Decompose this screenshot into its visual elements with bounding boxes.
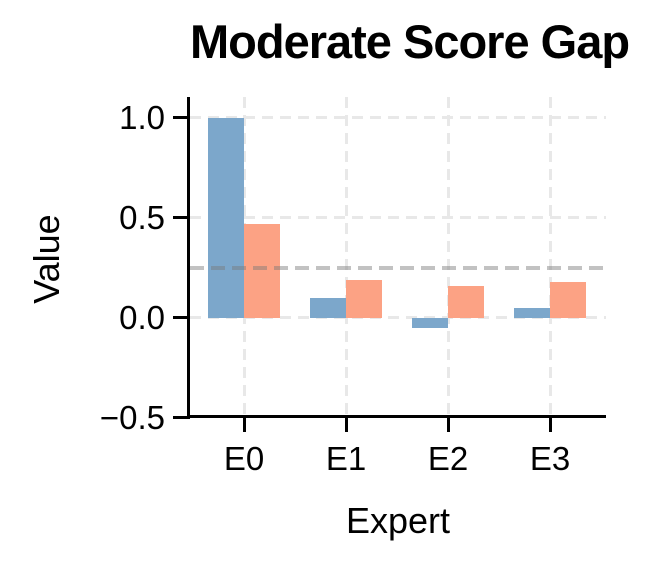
x-tick-mark	[548, 415, 552, 432]
bar-blue-E3	[514, 307, 550, 318]
y-tick-label: 0.5	[119, 198, 165, 236]
bar-blue-E1	[310, 297, 346, 318]
y-tick-label: 0.0	[119, 298, 165, 336]
x-tick-label: E2	[427, 440, 469, 477]
bar-orange-E0	[244, 223, 280, 318]
v-gridline	[344, 97, 348, 417]
y-tick-mark	[173, 116, 190, 119]
y-tick-mark	[173, 316, 190, 319]
x-tick-mark	[242, 415, 246, 432]
plot-area: 1.0 0.5 0.0 −0.5 E0 E1 E2 E3	[100, 97, 606, 477]
x-tick-label: E3	[529, 440, 571, 477]
x-tick-label: E1	[325, 440, 367, 477]
h-gridline	[190, 316, 606, 319]
bar-orange-E3	[550, 281, 586, 318]
chart-title: Moderate Score Gap	[190, 15, 630, 68]
h-gridline	[190, 116, 606, 119]
y-tick-label: 1.0	[119, 98, 165, 136]
v-gridline	[548, 97, 552, 417]
x-tick-label: E0	[223, 440, 265, 477]
v-gridline	[446, 97, 450, 417]
bar-orange-E2	[448, 285, 484, 318]
y-tick-label: −0.5	[99, 398, 165, 436]
h-gridline	[190, 216, 606, 219]
x-tick-mark	[446, 415, 450, 432]
bar-orange-E1	[346, 279, 382, 318]
y-axis-label: Value	[26, 214, 67, 304]
y-tick-mark	[173, 216, 190, 219]
y-tick-mark	[173, 416, 190, 419]
reference-line	[190, 265, 606, 270]
bar-blue-E0	[208, 117, 244, 318]
x-axis-spine	[187, 415, 606, 418]
bar-blue-E2	[412, 317, 448, 328]
y-axis-spine	[187, 97, 190, 418]
x-axis-label: Expert	[345, 500, 451, 541]
x-tick-mark	[344, 415, 348, 432]
